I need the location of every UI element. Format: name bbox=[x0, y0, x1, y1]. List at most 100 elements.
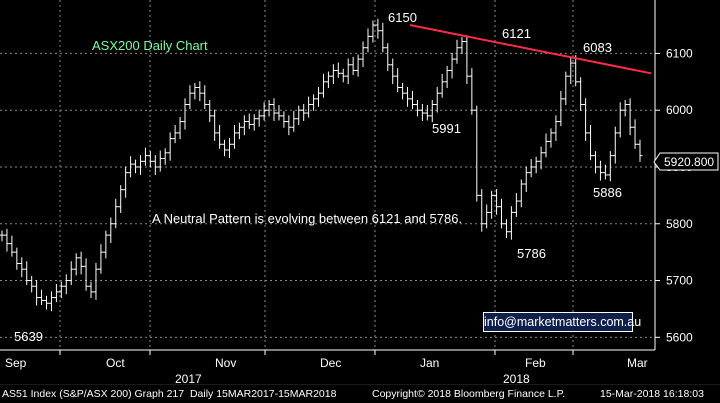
price-bar bbox=[375, 18, 381, 39]
price-bar bbox=[197, 81, 203, 102]
price-bar bbox=[400, 82, 406, 100]
year-label: 2018 bbox=[503, 372, 530, 386]
point-label: 5639 bbox=[14, 329, 43, 344]
x-tick-label: Dec bbox=[320, 356, 341, 370]
point-label: 5991 bbox=[432, 121, 461, 136]
price-bar bbox=[83, 258, 89, 291]
price-bar bbox=[202, 85, 208, 110]
price-bar bbox=[63, 274, 69, 295]
price-bar bbox=[513, 193, 519, 217]
price-bar bbox=[469, 68, 475, 115]
price-bar bbox=[271, 98, 277, 121]
annotation-text: A Neutral Pattern is evolving between 61… bbox=[152, 211, 462, 226]
price-bar bbox=[147, 151, 153, 168]
price-bar bbox=[98, 244, 104, 274]
price-bar bbox=[518, 179, 524, 208]
price-bar bbox=[474, 105, 480, 202]
price-bar bbox=[187, 85, 193, 110]
price-bar bbox=[133, 159, 139, 174]
price-bar bbox=[212, 109, 218, 141]
point-label: 6150 bbox=[388, 10, 417, 25]
price-bar bbox=[251, 114, 257, 131]
price-bar bbox=[360, 41, 366, 68]
price-bar bbox=[311, 94, 317, 111]
price-bar bbox=[528, 159, 534, 178]
price-bar bbox=[182, 98, 188, 130]
price-bar bbox=[236, 122, 242, 140]
price-bar bbox=[157, 150, 163, 172]
price-bar bbox=[489, 190, 495, 219]
price-bar bbox=[340, 68, 346, 83]
price-bar bbox=[439, 73, 445, 98]
price-bar bbox=[553, 115, 559, 141]
price-bar bbox=[192, 82, 198, 100]
price-bar bbox=[588, 124, 594, 161]
price-bar bbox=[459, 36, 465, 54]
price-bar bbox=[385, 43, 391, 72]
price-bar bbox=[281, 111, 287, 128]
price-bar bbox=[449, 52, 455, 79]
price-bar bbox=[573, 55, 579, 87]
y-tick-label: 5600 bbox=[666, 330, 693, 344]
price-bar bbox=[503, 219, 509, 238]
price-bar bbox=[612, 126, 618, 164]
point-label: 5886 bbox=[593, 185, 622, 200]
y-tick-label: 5800 bbox=[666, 217, 693, 231]
price-bar bbox=[276, 105, 282, 121]
price-bar bbox=[320, 73, 326, 98]
price-bar bbox=[355, 54, 361, 77]
price-bar bbox=[123, 166, 129, 198]
price-bar bbox=[108, 217, 114, 244]
y-tick-label: 5700 bbox=[666, 274, 693, 288]
price-bar bbox=[167, 132, 173, 161]
trendline bbox=[409, 24, 652, 75]
price-bar bbox=[9, 235, 15, 257]
price-bar bbox=[637, 139, 643, 162]
x-tick-label: Mar bbox=[627, 356, 648, 370]
price-bar bbox=[494, 189, 500, 215]
price-bar bbox=[291, 110, 297, 132]
price-bar bbox=[365, 28, 371, 53]
price-bar bbox=[335, 62, 341, 78]
price-bar bbox=[607, 151, 613, 182]
price-bar bbox=[390, 58, 396, 85]
current-value-box: 5920.800 bbox=[653, 152, 719, 171]
footer-timestamp: 15-Mar-2018 16:18:03 bbox=[600, 388, 704, 400]
price-bar bbox=[558, 90, 564, 127]
x-tick-label: Nov bbox=[215, 356, 236, 370]
price-bar bbox=[58, 281, 64, 299]
price-bar bbox=[583, 98, 589, 141]
price-bar bbox=[73, 253, 79, 276]
price-bar bbox=[597, 160, 603, 181]
price-bar bbox=[622, 99, 628, 117]
price-bar bbox=[162, 148, 168, 165]
price-bar bbox=[227, 138, 233, 158]
price-bar bbox=[434, 86, 440, 113]
price-bar bbox=[113, 198, 119, 229]
price-bar bbox=[207, 99, 213, 123]
price-bar bbox=[380, 22, 386, 53]
x-tick-label: Jan bbox=[420, 356, 439, 370]
price-bar bbox=[301, 103, 307, 121]
price-bar bbox=[246, 113, 252, 129]
price-bar bbox=[0, 230, 5, 242]
price-bar bbox=[24, 261, 30, 286]
price-bar bbox=[419, 103, 425, 121]
price-bar bbox=[538, 146, 544, 170]
footer-bar: AS51 Index (S&P/ASX 200) Graph 217 Daily… bbox=[0, 385, 720, 403]
price-bar bbox=[395, 68, 401, 93]
price-bar bbox=[405, 86, 411, 107]
y-tick-label: 6000 bbox=[666, 103, 693, 117]
point-label: 5786 bbox=[517, 246, 546, 261]
price-bar bbox=[286, 115, 292, 136]
price-bar bbox=[34, 279, 40, 306]
price-bar bbox=[533, 156, 539, 174]
price-bar bbox=[414, 99, 420, 117]
price-bar bbox=[256, 109, 262, 127]
price-bar bbox=[118, 185, 124, 213]
price-bar bbox=[479, 189, 485, 232]
footer-security: AS51 Index (S&P/ASX 200) Graph 217 Daily… bbox=[2, 388, 337, 400]
price-bar bbox=[53, 283, 59, 303]
price-bar bbox=[128, 156, 134, 178]
